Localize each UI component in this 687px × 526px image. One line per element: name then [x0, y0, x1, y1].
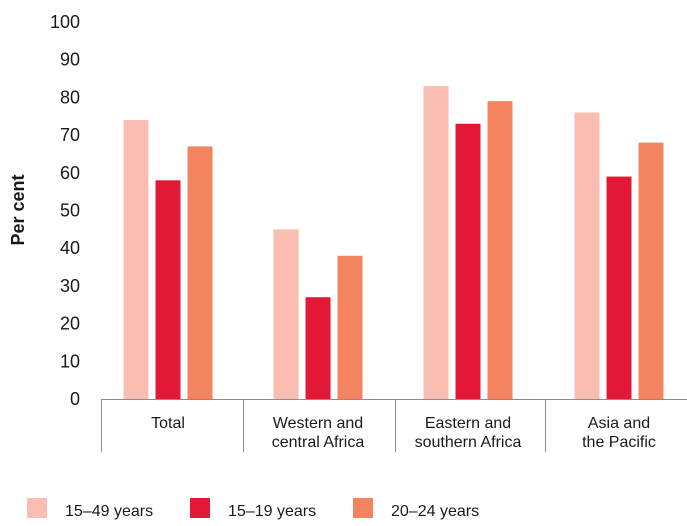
y-tick-label: 10 [60, 351, 80, 371]
bar [423, 86, 449, 399]
legend-label: 20–24 years [391, 503, 479, 520]
bar [337, 255, 363, 399]
bar [455, 123, 481, 399]
y-axis-ticks: 0 10 20 30 40 50 60 70 80 90 100 [50, 12, 80, 409]
y-tick-label: 40 [60, 238, 80, 258]
legend-label: 15–19 years [228, 503, 316, 520]
bar [638, 142, 664, 399]
y-axis-label-group: Per cent [8, 174, 28, 245]
y-tick-label: 0 [70, 389, 80, 409]
x-tick-label-line: Western and [273, 415, 363, 432]
bar [606, 176, 632, 399]
x-tick-label-line: Eastern and [425, 415, 511, 432]
bar [155, 180, 181, 399]
bar [574, 112, 600, 399]
legend-label: 15–49 years [65, 503, 153, 520]
x-tick-label: Eastern and southern Africa [415, 415, 522, 451]
bar [273, 229, 299, 399]
y-tick-label: 90 [60, 50, 80, 70]
y-tick-label: 80 [60, 87, 80, 107]
x-tick-label-line: southern Africa [415, 434, 522, 451]
x-tick-label-line: central Africa [272, 434, 365, 451]
legend-swatch [353, 498, 373, 518]
x-tick-label: Asia and the Pacific [582, 415, 656, 451]
x-tick-label: Western and central Africa [272, 415, 365, 451]
x-tick-label-line: Total [151, 415, 185, 432]
y-tick-label: 70 [60, 125, 80, 145]
bars [123, 86, 664, 400]
y-axis-label: Per cent [8, 174, 28, 245]
bar [187, 146, 213, 399]
legend-swatch [190, 498, 210, 518]
bar [305, 297, 331, 399]
y-tick-label: 100 [50, 12, 80, 32]
y-tick-label: 60 [60, 163, 80, 183]
bar [123, 120, 149, 400]
legend-swatch [27, 498, 47, 518]
x-axis [101, 399, 687, 452]
legend: 15–49 years 15–19 years 20–24 years [27, 498, 479, 520]
x-tick-label-line: Asia and [588, 415, 650, 432]
y-tick-label: 20 [60, 314, 80, 334]
y-tick-label: 30 [60, 276, 80, 296]
x-tick-label: Total [151, 415, 185, 432]
category-labels: Total Western and central Africa Eastern an… [151, 415, 656, 451]
x-tick-label-line: the Pacific [582, 434, 656, 451]
y-tick-label: 50 [60, 201, 80, 221]
bar [487, 101, 513, 400]
